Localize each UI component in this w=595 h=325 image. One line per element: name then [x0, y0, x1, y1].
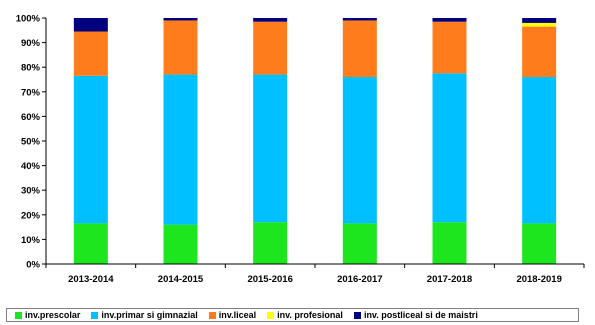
legend-item: inv.prescolar: [15, 310, 80, 320]
x-tick-label: 2017-2018: [427, 274, 472, 285]
bar-segment: [253, 21, 288, 75]
y-tick-label: 70%: [21, 87, 41, 98]
legend-item: inv. postliceal si de maistri: [353, 310, 478, 320]
bar-segment: [73, 223, 108, 264]
y-axis: 0% 10% 20% 30% 40% 50% 60% 70% 80% 90% 100%: [16, 14, 47, 271]
x-tick-label: 2013-2014: [68, 274, 114, 285]
y-tick-label: 50%: [21, 137, 41, 148]
y-tick-label: 80%: [21, 63, 41, 74]
x-axis: 2013-2014 2014-2015 2015-2016 2016-2017 2017…: [45, 263, 585, 285]
legend: inv.prescolar inv.primar si gimnazial inv.…: [6, 308, 579, 322]
bar-segment: [432, 73, 467, 223]
y-tick-label: 0%: [26, 260, 40, 271]
bar-segment: [163, 74, 198, 225]
bar-segment: [432, 222, 467, 264]
legend-item: inv. profesional: [267, 310, 343, 320]
bar-segment: [522, 26, 557, 78]
bar-segment: [342, 20, 377, 78]
x-tick-label: 2014-2015: [158, 274, 204, 285]
bar-segment: [522, 18, 557, 23]
bar-segment: [253, 222, 288, 264]
y-tick-label: 20%: [21, 210, 41, 221]
stacked-bar-chart: 0% 10% 20% 30% 40% 50% 60% 70% 80% 90% 100% 2013-2…: [16, 14, 585, 285]
legend-swatch: [208, 311, 216, 319]
bar-segment: [163, 20, 198, 75]
bar-segment: [73, 31, 108, 76]
bar-segment: [522, 223, 557, 264]
legend-item: inv.primar si gimnazial: [91, 310, 198, 320]
y-tick-label: 40%: [21, 161, 41, 172]
bar-segment: [522, 22, 557, 27]
y-tick-label: 30%: [21, 186, 41, 197]
legend-label: inv.primar si gimnazial: [101, 310, 198, 320]
x-tick-label: 2016-2017: [337, 274, 382, 285]
legend-item: inv.liceal: [208, 310, 257, 320]
bar-segment: [163, 18, 198, 21]
bar-segment: [342, 223, 377, 264]
legend-swatch: [91, 311, 99, 319]
bar-segment: [432, 21, 467, 74]
bar-segment: [73, 75, 108, 224]
y-tick-label: 60%: [21, 112, 41, 123]
bar-segment: [342, 18, 377, 21]
x-tick-label: 2018-2019: [516, 274, 561, 285]
legend-label: inv. postliceal si de maistri: [363, 310, 478, 320]
bar-segment: [342, 77, 377, 224]
legend-label: inv. profesional: [277, 310, 343, 320]
y-tick-label: 100%: [16, 14, 41, 25]
bar-segment: [253, 18, 288, 22]
bar-segment: [432, 18, 467, 22]
bar-segment: [522, 77, 557, 224]
legend-swatch: [267, 311, 275, 319]
x-tick-label: 2015-2016: [247, 274, 292, 285]
legend-label: inv.prescolar: [25, 310, 81, 320]
bar-segment: [163, 224, 198, 264]
y-tick-label: 10%: [21, 235, 41, 246]
legend-swatch: [353, 311, 361, 319]
legend-label: inv.liceal: [218, 310, 257, 320]
y-tick-label: 90%: [21, 38, 41, 49]
bar-segment: [73, 18, 108, 32]
legend-swatch: [15, 311, 22, 319]
bar-segment: [253, 74, 288, 223]
bars: [73, 18, 557, 264]
